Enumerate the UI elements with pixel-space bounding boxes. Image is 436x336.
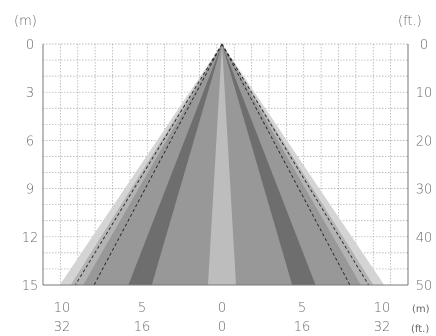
bottom-feet-tick-label: 0 (218, 320, 226, 335)
left-axis-tick-label: 3 (26, 86, 34, 101)
right-axis-tick-label: 0 (420, 38, 428, 53)
bottom-meter-unit: (m) (412, 304, 430, 315)
detection-zones (59, 44, 385, 285)
left-axis-tick-label: 12 (22, 231, 39, 246)
zone-mid-dark-right (222, 44, 316, 285)
zone-boundary-lines (74, 43, 370, 286)
bottom-meter-tick-label: 10 (54, 301, 71, 316)
left-axis-tick-label: 6 (26, 134, 34, 149)
dashed-boundary-right (221, 43, 351, 286)
bottom-meter-tick-label: 10 (374, 301, 391, 316)
bottom-feet-tick-label: 32 (374, 320, 391, 335)
zone-center (207, 44, 237, 285)
right-unit-label: (ft.) (398, 14, 422, 29)
left-unit-label: (m) (14, 14, 37, 29)
right-axis-tick-label: 50 (416, 279, 433, 294)
bottom-feet-tick-label: 32 (54, 320, 71, 335)
bottom-meter-tick-label: 5 (298, 301, 306, 316)
bottom-meter-tick-label: 5 (138, 301, 146, 316)
right-axis-tick-label: 30 (416, 183, 433, 198)
right-axis-tick-label: 10 (416, 86, 433, 101)
bottom-meter-tick-label: 0 (218, 301, 226, 316)
left-axis-tick-label: 15 (22, 279, 39, 294)
zone-mid-dark-left (128, 44, 222, 285)
right-axis-tick-label: 40 (416, 231, 433, 246)
bottom-feet-tick-label: 16 (294, 320, 311, 335)
bottom-feet-unit: (ft.) (411, 324, 429, 335)
left-axis-tick-label: 0 (26, 38, 34, 53)
bottom-feet-tick-label: 16 (134, 320, 151, 335)
left-axis-tick-label: 9 (26, 183, 34, 198)
right-axis-tick-label: 20 (416, 134, 433, 149)
dashed-boundary-left (93, 43, 223, 286)
